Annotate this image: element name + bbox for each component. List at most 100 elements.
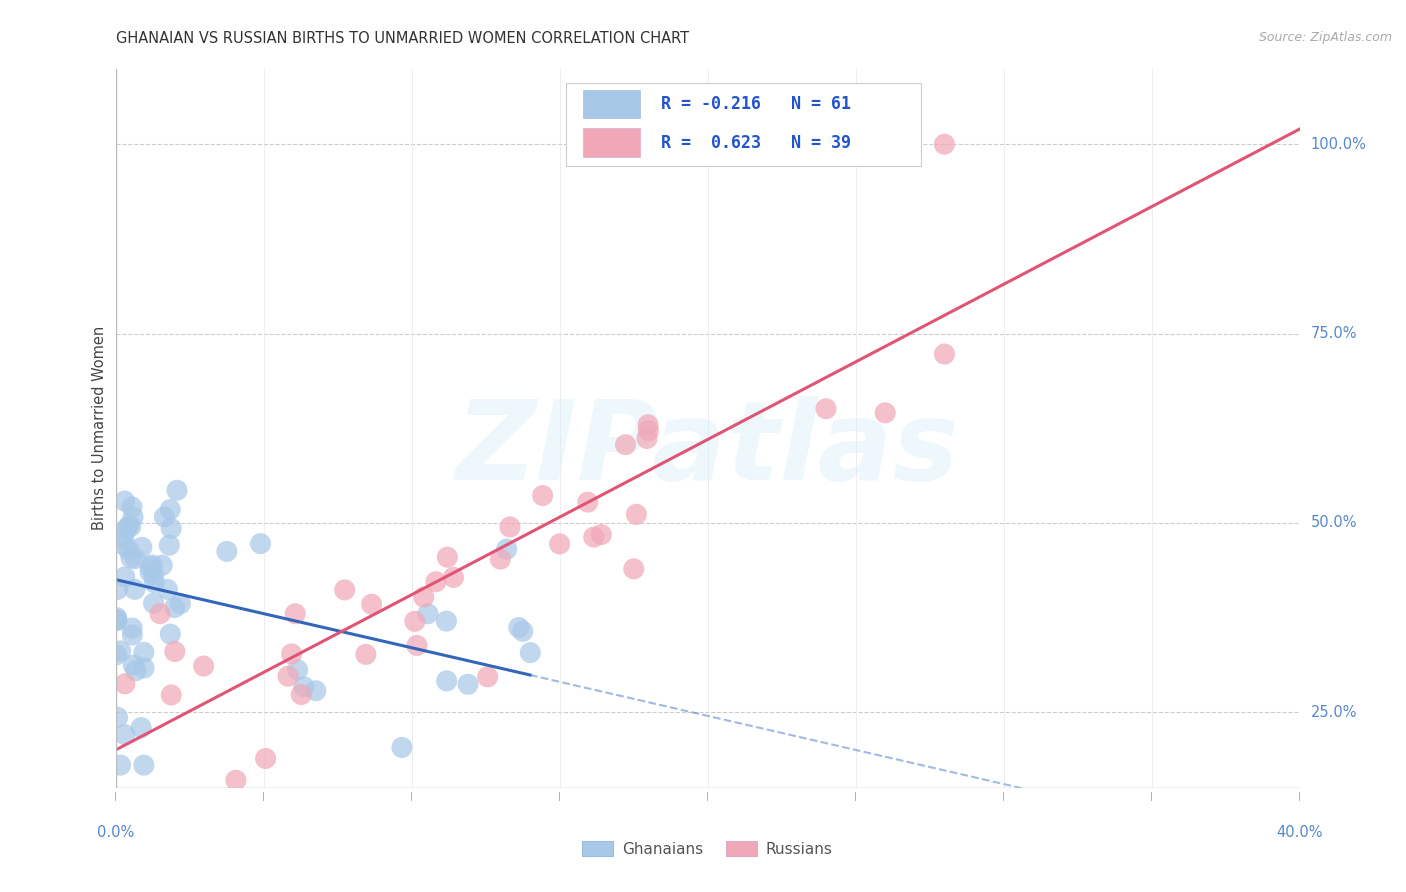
Point	[284, 607, 307, 621]
Bar	[583, 89, 640, 119]
Bar	[565, 83, 921, 166]
Y-axis label: Births to Unmarried Women: Births to Unmarried Women	[93, 326, 107, 530]
Point	[512, 624, 534, 639]
Point	[132, 758, 155, 772]
Text: |: |	[558, 792, 561, 801]
Text: 0.0%: 0.0%	[97, 825, 135, 840]
Point	[280, 647, 302, 661]
Text: |: |	[855, 792, 858, 801]
Point	[122, 658, 145, 673]
Point	[637, 424, 659, 438]
Point	[582, 530, 605, 544]
Point	[519, 646, 541, 660]
Point	[626, 508, 648, 522]
Point	[934, 137, 956, 152]
Text: 25.0%: 25.0%	[1310, 705, 1357, 720]
Point	[391, 740, 413, 755]
Point	[143, 575, 166, 590]
Point	[354, 648, 377, 662]
Point	[436, 550, 458, 565]
Text: |: |	[263, 792, 266, 801]
Point	[149, 607, 172, 621]
Point	[489, 552, 512, 566]
Text: 40.0%: 40.0%	[1277, 825, 1323, 840]
Point	[160, 688, 183, 702]
Point	[142, 558, 165, 572]
Point	[159, 502, 181, 516]
Point	[120, 519, 142, 533]
Point	[120, 551, 142, 566]
Point	[112, 531, 135, 545]
Point	[436, 673, 458, 688]
Point	[163, 644, 186, 658]
Bar	[583, 128, 640, 157]
Point	[425, 574, 447, 589]
Point	[360, 597, 382, 611]
Point	[163, 600, 186, 615]
Point	[508, 621, 530, 635]
Point	[156, 582, 179, 597]
Text: |: |	[1150, 792, 1153, 801]
Text: |: |	[706, 792, 709, 801]
Point	[121, 628, 143, 642]
Point	[112, 538, 135, 552]
Text: R =  0.623   N = 39: R = 0.623 N = 39	[661, 134, 852, 152]
Point	[114, 570, 136, 584]
Point	[193, 659, 215, 673]
Point	[153, 510, 176, 524]
Point	[142, 596, 165, 610]
Point	[333, 582, 356, 597]
Text: 100.0%: 100.0%	[1310, 136, 1367, 152]
Point	[114, 728, 136, 742]
Point	[114, 494, 136, 508]
Text: 75.0%: 75.0%	[1310, 326, 1357, 341]
Point	[815, 401, 838, 416]
Point	[436, 614, 458, 628]
Point	[416, 607, 439, 621]
Point	[292, 680, 315, 694]
Point	[159, 627, 181, 641]
Point	[637, 417, 659, 432]
Point	[118, 543, 141, 558]
Point	[117, 519, 139, 533]
Point	[477, 670, 499, 684]
Point	[287, 663, 309, 677]
Point	[225, 773, 247, 788]
Point	[406, 639, 429, 653]
Point	[105, 614, 128, 628]
Point	[110, 644, 132, 658]
Point	[215, 544, 238, 558]
Legend: Ghanaians, Russians: Ghanaians, Russians	[576, 835, 839, 863]
Point	[105, 648, 128, 662]
Text: ZIPatlas: ZIPatlas	[456, 396, 959, 503]
Point	[169, 597, 191, 611]
Point	[115, 522, 138, 536]
Point	[254, 751, 277, 765]
Point	[160, 521, 183, 535]
Point	[576, 495, 599, 509]
Point	[290, 688, 312, 702]
Point	[131, 541, 153, 555]
Point	[122, 510, 145, 524]
Point	[107, 582, 129, 597]
Point	[124, 551, 146, 566]
Point	[124, 582, 146, 597]
Point	[105, 610, 128, 624]
Point	[636, 432, 658, 446]
Point	[114, 677, 136, 691]
Point	[531, 489, 554, 503]
Point	[121, 621, 143, 635]
Text: |: |	[1298, 792, 1301, 801]
Text: 50.0%: 50.0%	[1310, 516, 1357, 531]
Point	[157, 538, 180, 552]
Point	[150, 558, 173, 573]
Point	[591, 527, 613, 541]
Point	[934, 347, 956, 361]
Point	[614, 438, 637, 452]
Point	[105, 613, 128, 627]
Point	[404, 615, 426, 629]
Point	[412, 590, 434, 604]
Point	[249, 536, 271, 550]
Point	[845, 137, 868, 152]
Point	[107, 710, 129, 724]
